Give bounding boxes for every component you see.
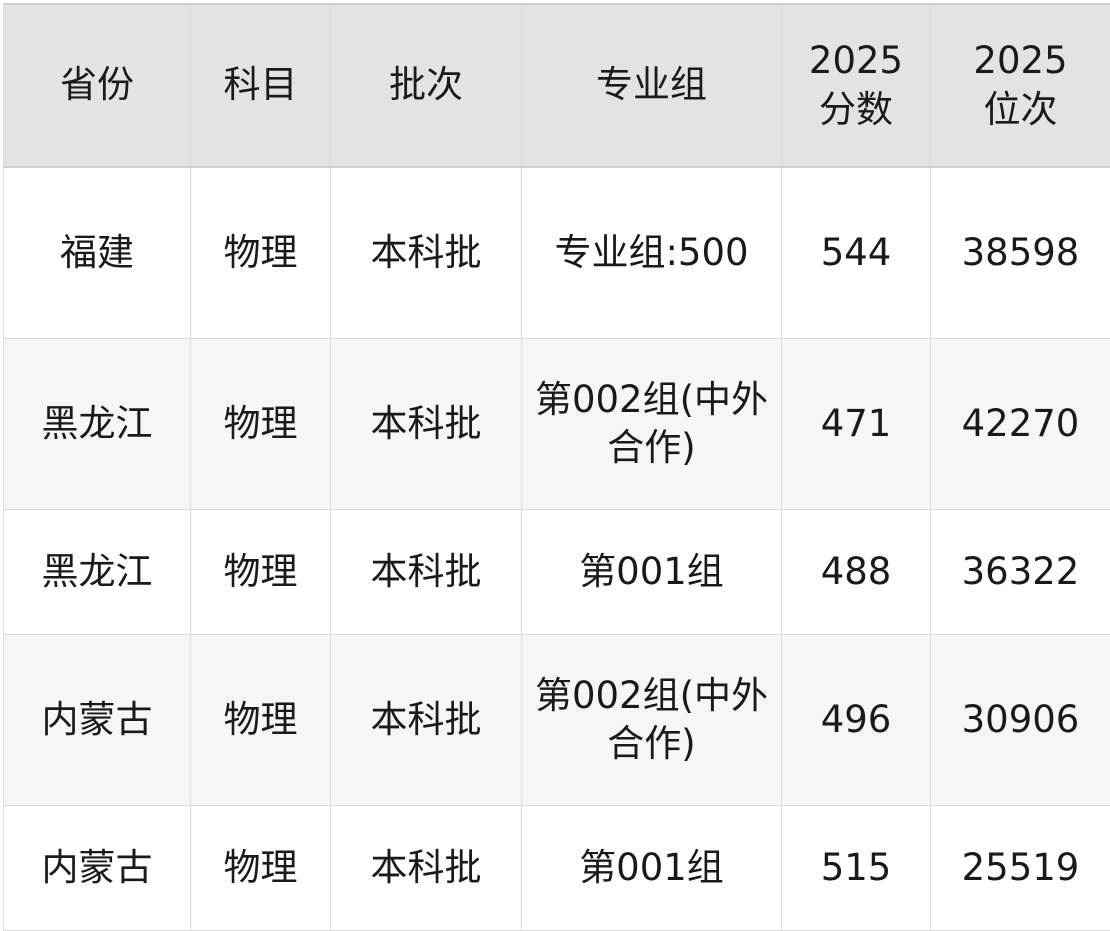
cell-subject: 物理 <box>191 339 331 510</box>
cell-rank: 25519 <box>931 806 1110 931</box>
table-row: 黑龙江 物理 本科批 第001组 488 36322 <box>4 510 1110 635</box>
cell-subject: 物理 <box>191 806 331 931</box>
cell-rank: 30906 <box>931 635 1110 806</box>
cell-major-group: 第001组 <box>522 510 782 635</box>
cell-score: 488 <box>782 510 931 635</box>
cell-rank: 36322 <box>931 510 1110 635</box>
column-header-major-group: 专业组 <box>522 4 782 167</box>
column-header-batch: 批次 <box>331 4 522 167</box>
table-body: 福建 物理 本科批 专业组:500 544 38598 黑龙江 物理 本科批 第… <box>4 167 1110 931</box>
score-table-container: 省份 科目 批次 专业组 2025 分数 2025 位次 福建 物理 本科批 专… <box>0 0 1110 861</box>
column-header-province: 省份 <box>4 4 191 167</box>
cell-province: 福建 <box>4 167 191 339</box>
admission-score-table: 省份 科目 批次 专业组 2025 分数 2025 位次 福建 物理 本科批 专… <box>3 3 1110 931</box>
cell-major-group: 第001组 <box>522 806 782 931</box>
column-header-rank-text: 位次 <box>939 86 1102 134</box>
cell-score: 544 <box>782 167 931 339</box>
column-header-score-year: 2025 <box>790 37 922 85</box>
table-row: 内蒙古 物理 本科批 第002组(中外合作) 496 30906 <box>4 635 1110 806</box>
column-header-subject: 科目 <box>191 4 331 167</box>
cell-score: 515 <box>782 806 931 931</box>
cell-rank: 42270 <box>931 339 1110 510</box>
table-row: 黑龙江 物理 本科批 第002组(中外合作) 471 42270 <box>4 339 1110 510</box>
table-row: 福建 物理 本科批 专业组:500 544 38598 <box>4 167 1110 339</box>
cell-batch: 本科批 <box>331 167 522 339</box>
table-header: 省份 科目 批次 专业组 2025 分数 2025 位次 <box>4 4 1110 167</box>
cell-subject: 物理 <box>191 635 331 806</box>
cell-batch: 本科批 <box>331 510 522 635</box>
cell-subject: 物理 <box>191 167 331 339</box>
cell-subject: 物理 <box>191 510 331 635</box>
cell-major-group: 专业组:500 <box>522 167 782 339</box>
cell-batch: 本科批 <box>331 635 522 806</box>
cell-province: 内蒙古 <box>4 635 191 806</box>
cell-province: 内蒙古 <box>4 806 191 931</box>
cell-province: 黑龙江 <box>4 339 191 510</box>
cell-score: 471 <box>782 339 931 510</box>
cell-major-group: 第002组(中外合作) <box>522 339 782 510</box>
cell-score: 496 <box>782 635 931 806</box>
column-header-score-2025: 2025 分数 <box>782 4 931 167</box>
column-header-rank-2025: 2025 位次 <box>931 4 1110 167</box>
cell-batch: 本科批 <box>331 339 522 510</box>
cell-major-group: 第002组(中外合作) <box>522 635 782 806</box>
table-row: 内蒙古 物理 本科批 第001组 515 25519 <box>4 806 1110 931</box>
cell-batch: 本科批 <box>331 806 522 931</box>
cell-rank: 38598 <box>931 167 1110 339</box>
column-header-rank-year: 2025 <box>939 37 1102 85</box>
table-header-row: 省份 科目 批次 专业组 2025 分数 2025 位次 <box>4 4 1110 167</box>
column-header-score-text: 分数 <box>790 86 922 134</box>
cell-province: 黑龙江 <box>4 510 191 635</box>
